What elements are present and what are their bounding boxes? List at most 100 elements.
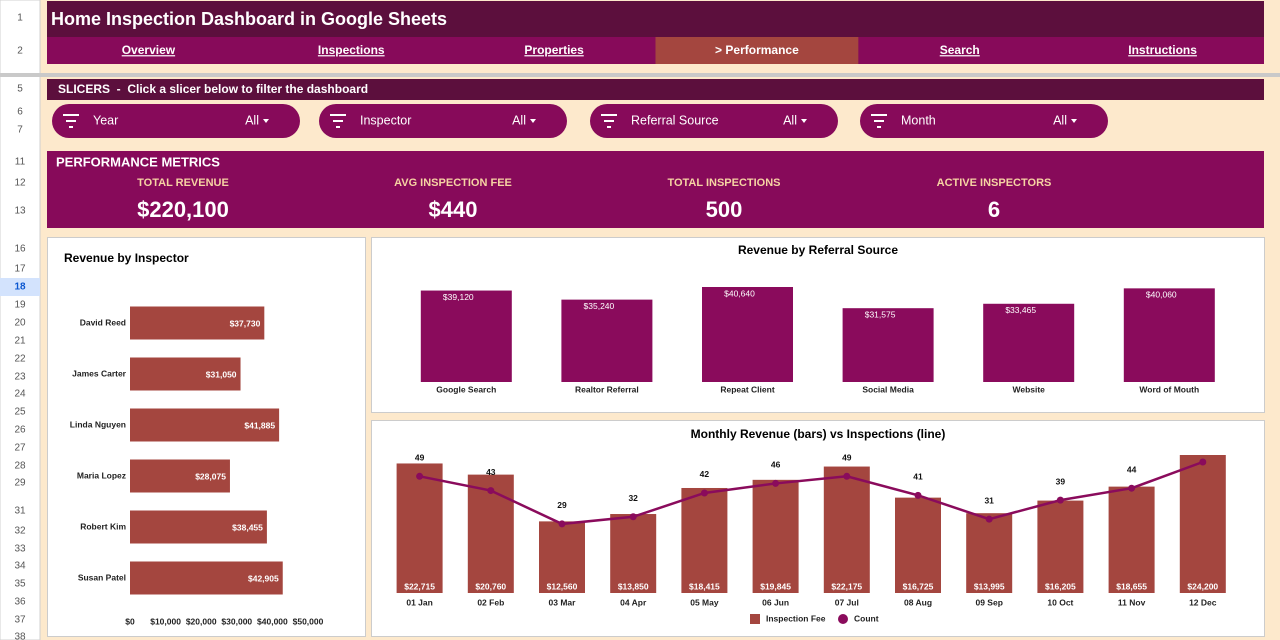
line-point	[558, 520, 566, 528]
x-tick-label: $10,000	[150, 616, 181, 626]
bar	[1123, 288, 1215, 382]
bar	[681, 487, 728, 593]
bar	[130, 357, 241, 391]
category-label: 05 May	[690, 597, 719, 607]
row-numbers: 1256711121316171819202122232425262728293…	[0, 13, 40, 640]
value-label: 49	[842, 453, 852, 463]
value-label: 39	[1056, 476, 1066, 486]
bar	[539, 521, 585, 593]
value-label: 44	[1127, 464, 1137, 474]
line-point	[985, 515, 993, 523]
category-label: David Reed	[80, 317, 126, 327]
category-label: Linda Nguyen	[70, 419, 126, 429]
category-label: Susan Patel	[78, 572, 126, 582]
slicer[interactable]: Referral Source All	[590, 104, 838, 138]
category-label: Google Search	[436, 384, 496, 394]
metric-label: AVG INSPECTION FEE	[394, 177, 512, 189]
category-label: Word of Mouth	[1139, 384, 1199, 394]
row-number: 32	[14, 526, 26, 537]
value-label: 42	[700, 469, 710, 479]
nav-tab[interactable]: Instructions	[1128, 43, 1197, 57]
nav-tab[interactable]: Properties	[524, 43, 584, 57]
value-label: $18,655	[1116, 581, 1147, 591]
slicer[interactable]: Year All	[52, 104, 300, 138]
row-header-column	[0, 0, 41, 640]
row-number: 36	[14, 597, 26, 608]
bar	[610, 514, 657, 593]
nav-tab[interactable]: Overview	[122, 43, 176, 57]
nav-tab[interactable]: Inspections	[318, 43, 385, 57]
slicers: Year All Inspector All Referral Source All Mon…	[52, 104, 1108, 138]
value-label: $40,640	[724, 288, 755, 298]
value-label: $13,995	[974, 581, 1005, 591]
metric-value: 6	[988, 197, 1000, 222]
category-label: 01 Jan	[406, 597, 432, 607]
slicer-value: All	[245, 113, 259, 127]
bar	[895, 497, 941, 593]
metric-value: $220,100	[137, 197, 229, 222]
category-label: 04 Apr	[620, 597, 647, 607]
row-number: 11	[15, 157, 26, 168]
value-label: $16,205	[1045, 581, 1076, 591]
line-point	[772, 479, 780, 487]
row-number: 12	[14, 178, 26, 189]
row-number: 20	[14, 318, 26, 329]
slicer-label: Year	[93, 113, 118, 127]
nav-tab[interactable]: > Performance	[715, 43, 799, 57]
row-number: 1	[17, 13, 23, 24]
row-number: 13	[14, 206, 26, 217]
bar	[130, 561, 283, 595]
value-label: $18,415	[689, 581, 720, 591]
chart-title: Revenue by Referral Source	[738, 243, 898, 257]
nav-tabs: Overview Inspections Properties > Performan…	[122, 37, 1197, 64]
charts: Revenue by Inspector David Reed $37,730 Jam…	[64, 243, 1226, 626]
x-tick-label: $30,000	[221, 616, 252, 626]
row-number: 31	[14, 506, 26, 517]
bar	[420, 290, 512, 382]
category-label: Robert Kim	[80, 521, 126, 531]
bar	[966, 513, 1013, 593]
metric-label: TOTAL REVENUE	[137, 177, 229, 189]
row-number: 26	[14, 425, 26, 436]
bar	[561, 299, 653, 382]
category-label: James Carter	[72, 368, 127, 378]
legend-label: Inspection Fee	[766, 613, 826, 623]
slicer[interactable]: Inspector All	[319, 104, 567, 138]
row-number: 29	[14, 478, 26, 489]
slicer[interactable]: Month All	[860, 104, 1108, 138]
value-label: $39,120	[443, 292, 474, 302]
category-label: Realtor Referral	[575, 384, 639, 394]
filter-icon	[871, 114, 887, 128]
category-label: 03 Mar	[549, 597, 577, 607]
category-label: 12 Dec	[1189, 597, 1217, 607]
active-tab	[655, 37, 859, 64]
slicer-label: Referral Source	[631, 113, 719, 127]
x-tick-label: $0	[125, 616, 135, 626]
bar	[467, 474, 514, 593]
filter-icon	[63, 114, 79, 128]
row-number: 2	[17, 46, 23, 57]
category-label: 08 Aug	[904, 597, 932, 607]
value-label: $38,455	[232, 522, 263, 532]
row-number: 18	[14, 282, 26, 293]
category-label: 10 Oct	[1047, 597, 1073, 607]
dropdown-caret	[1071, 119, 1077, 123]
value-label: $28,075	[195, 471, 226, 481]
x-tick-label: $40,000	[257, 616, 288, 626]
slicer-value: All	[1053, 113, 1067, 127]
nav-tab[interactable]: Search	[940, 43, 980, 57]
row-number: 28	[14, 461, 26, 472]
value-label: $35,240	[584, 301, 615, 311]
line-point	[487, 487, 495, 495]
value-label: $12,560	[547, 581, 578, 591]
value-label: $19,845	[760, 581, 791, 591]
dashboard-title: Home Inspection Dashboard in Google Shee…	[51, 9, 447, 29]
metric-label: ACTIVE INSPECTORS	[937, 177, 1052, 189]
category-label: Repeat Client	[720, 384, 774, 394]
line-point	[843, 472, 851, 480]
line	[419, 460, 1204, 526]
category-label: 06 Jun	[762, 597, 789, 607]
value-label: 31	[984, 495, 994, 505]
slicer-label: Month	[901, 113, 936, 127]
